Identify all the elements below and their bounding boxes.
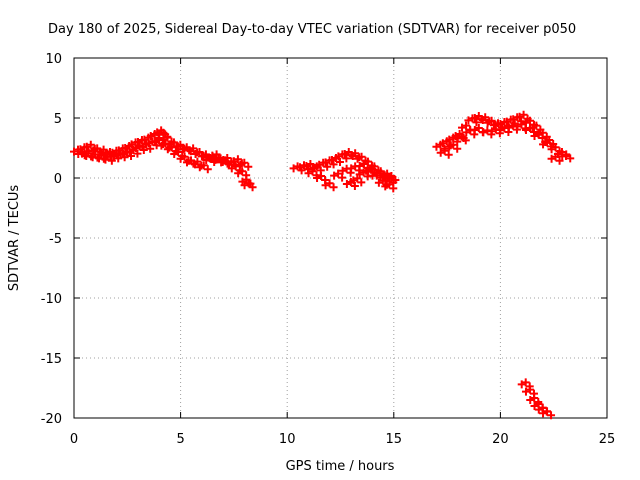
data-point bbox=[381, 180, 398, 193]
x-tick-labels: 0 5 10 15 20 25 bbox=[70, 432, 615, 447]
y-axis-label: SDTVAR / TECUs bbox=[7, 185, 22, 292]
y-tick-label: 5 bbox=[54, 112, 62, 127]
y-tick-label: -20 bbox=[41, 412, 62, 427]
data-point bbox=[355, 168, 372, 181]
tick-marks bbox=[73, 57, 608, 419]
data-point bbox=[202, 154, 219, 166]
x-axis-label: GPS time / hours bbox=[286, 459, 395, 474]
data-point bbox=[547, 152, 564, 165]
data-point bbox=[477, 113, 494, 126]
data-point bbox=[321, 179, 338, 192]
data-point bbox=[238, 175, 255, 188]
x-tick-label: 0 bbox=[70, 432, 78, 447]
y-tick-label: -5 bbox=[49, 232, 62, 247]
data-point bbox=[436, 146, 453, 159]
data-point bbox=[99, 152, 116, 165]
y-tick-label: 0 bbox=[54, 172, 62, 187]
data-point bbox=[330, 169, 347, 182]
x-tick-label: 15 bbox=[386, 432, 403, 447]
y-tick-label: 10 bbox=[45, 52, 62, 67]
x-tick-label: 5 bbox=[176, 432, 184, 447]
data-points bbox=[70, 110, 575, 420]
data-point bbox=[539, 138, 556, 151]
x-tick-label: 10 bbox=[279, 432, 296, 447]
data-point bbox=[530, 130, 547, 142]
grid bbox=[74, 58, 607, 418]
data-point bbox=[445, 140, 462, 153]
data-point bbox=[125, 145, 142, 158]
y-tick-label: -10 bbox=[41, 292, 62, 307]
y-tick-label: -15 bbox=[41, 352, 62, 367]
chart-title: Day 180 of 2025, Sidereal Day-to-day VTE… bbox=[48, 22, 576, 37]
data-point bbox=[453, 132, 470, 145]
x-tick-label: 20 bbox=[492, 432, 509, 447]
data-point bbox=[219, 154, 236, 166]
data-point bbox=[521, 385, 538, 398]
x-tick-label: 25 bbox=[599, 432, 616, 447]
data-point bbox=[349, 174, 366, 187]
data-point bbox=[195, 161, 212, 174]
data-point bbox=[342, 178, 359, 190]
y-tick-labels: 10 5 0 -5 -10 -15 -20 bbox=[41, 52, 62, 427]
data-point bbox=[539, 407, 556, 420]
